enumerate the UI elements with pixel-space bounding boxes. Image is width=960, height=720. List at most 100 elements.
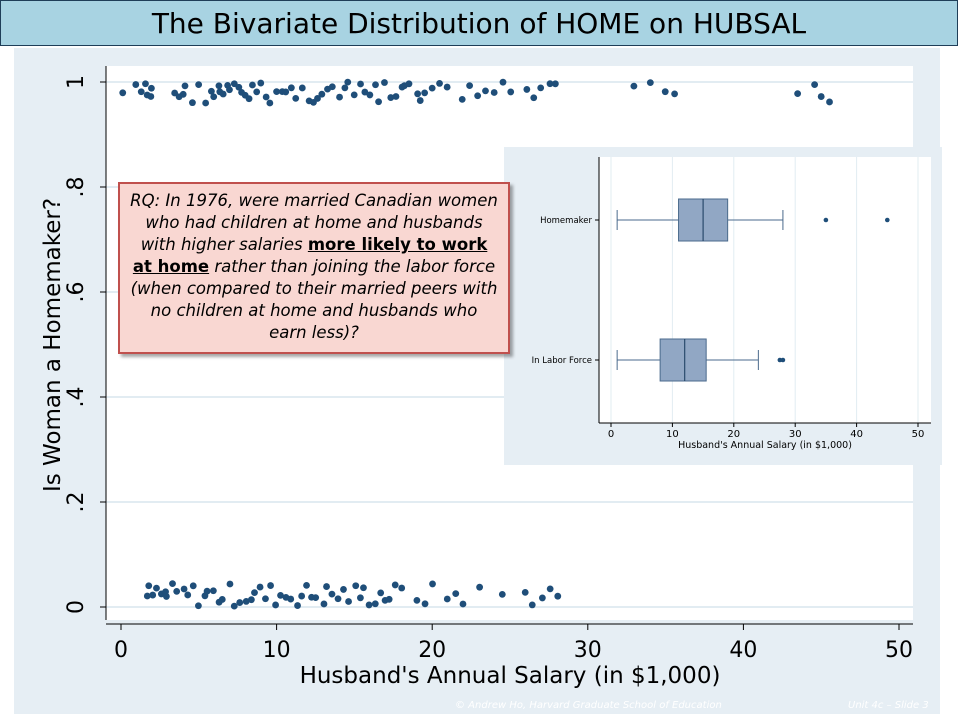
scatter-point-homemaker xyxy=(262,93,270,101)
inset-x-tick-label: 50 xyxy=(912,429,925,440)
scatter-point-labor-force xyxy=(413,596,421,604)
scatter-point-labor-force xyxy=(262,595,269,603)
scatter-point-homemaker xyxy=(202,99,210,107)
inset-category-label: Homemaker xyxy=(540,216,592,226)
scatter-point-labor-force xyxy=(163,593,170,600)
scatter-point-homemaker xyxy=(392,93,400,100)
scatter-point-homemaker xyxy=(421,89,429,97)
scatter-point-homemaker xyxy=(215,82,223,90)
scatter-point-labor-force xyxy=(538,594,546,602)
scatter-y-tick-label: .6 xyxy=(64,282,89,303)
scatter-point-homemaker xyxy=(507,88,515,96)
slide-title-bar: The Bivariate Distribution of HOME on HU… xyxy=(0,0,958,46)
scatter-point-labor-force xyxy=(528,601,536,609)
slide-title: The Bivariate Distribution of HOME on HU… xyxy=(151,6,807,40)
inset-x-tick-label: 30 xyxy=(789,429,802,440)
scatter-point-labor-force xyxy=(298,592,306,600)
scatter-point-labor-force xyxy=(476,583,484,591)
scatter-point-homemaker xyxy=(336,93,343,101)
scatter-point-homemaker xyxy=(344,78,352,86)
scatter-point-labor-force xyxy=(251,589,258,597)
scatter-point-labor-force xyxy=(145,582,153,590)
scatter-point-homemaker xyxy=(292,94,300,102)
scatter-point-homemaker xyxy=(414,90,422,98)
scatter-point-homemaker xyxy=(266,99,274,107)
scatter-point-homemaker xyxy=(661,88,669,96)
scatter-point-labor-force xyxy=(320,600,328,608)
scatter-point-homemaker xyxy=(530,94,538,102)
scatter-point-homemaker xyxy=(428,84,436,92)
inset-x-tick-label: 40 xyxy=(850,429,863,440)
scatter-point-homemaker xyxy=(546,80,554,88)
footer-slide-number: Unit 4c – Slide 3 xyxy=(848,700,929,711)
scatter-point-homemaker xyxy=(137,88,145,96)
scatter-point-labor-force xyxy=(334,595,342,603)
inset-x-tick-label: 10 xyxy=(666,429,679,440)
inset-x-tick-label: 20 xyxy=(727,429,740,440)
scatter-point-labor-force xyxy=(554,592,562,600)
scatter-point-homemaker xyxy=(811,81,819,89)
scatter-point-homemaker xyxy=(474,92,482,100)
scatter-point-labor-force xyxy=(226,580,234,588)
inset-box xyxy=(659,338,707,382)
scatter-point-homemaker xyxy=(132,81,140,88)
scatter-point-homemaker xyxy=(482,87,489,95)
inset-outlier xyxy=(823,217,829,223)
scatter-point-labor-force xyxy=(352,582,360,590)
scatter-y-tick-label: .4 xyxy=(64,387,89,408)
scatter-point-labor-force xyxy=(242,598,250,605)
scatter-y-axis-label: Is Woman a Homemaker? xyxy=(40,198,66,492)
scatter-x-tick-label: 10 xyxy=(263,638,291,663)
scatter-point-labor-force xyxy=(143,592,151,600)
scatter-point-homemaker xyxy=(207,87,215,95)
scatter-point-homemaker xyxy=(171,89,179,97)
inset-plot-area xyxy=(599,157,931,423)
scatter-point-labor-force xyxy=(459,600,467,608)
scatter-point-homemaker xyxy=(671,90,678,98)
scatter-point-homemaker xyxy=(826,98,833,106)
callout-text-after: rather than joining the labor force (whe… xyxy=(130,257,498,342)
scatter-x-axis-label: Husband's Annual Salary (in $1,000) xyxy=(300,663,721,689)
footer-credit: © Andrew Ho, Harvard Graduate School of … xyxy=(455,700,722,711)
scatter-point-homemaker xyxy=(630,82,638,90)
scatter-point-homemaker xyxy=(458,95,466,103)
scatter-point-homemaker xyxy=(219,90,227,98)
scatter-point-labor-force xyxy=(287,595,295,603)
callout-text-before: RQ: In 1976, were married Canadian women… xyxy=(130,191,498,254)
scatter-point-labor-force xyxy=(247,596,255,604)
scatter-point-homemaker xyxy=(253,88,261,96)
scatter-point-homemaker xyxy=(466,82,474,90)
scatter-point-homemaker xyxy=(366,91,374,99)
scatter-point-labor-force xyxy=(184,591,192,599)
scatter-point-labor-force xyxy=(546,585,554,593)
scatter-point-homemaker xyxy=(318,90,326,98)
scatter-point-homemaker xyxy=(257,79,265,87)
scatter-point-labor-force xyxy=(340,586,347,593)
scatter-point-homemaker xyxy=(119,89,127,97)
scatter-point-labor-force xyxy=(385,595,393,603)
scatter-point-labor-force xyxy=(169,580,176,588)
scatter-point-labor-force xyxy=(195,602,202,610)
scatter-point-homemaker xyxy=(794,90,802,98)
scatter-point-homemaker xyxy=(235,83,243,91)
scatter-point-labor-force xyxy=(360,584,367,592)
scatter-point-labor-force xyxy=(357,594,364,602)
scatter-point-homemaker xyxy=(443,83,451,91)
scatter-point-homemaker xyxy=(436,80,443,87)
scatter-point-labor-force xyxy=(209,587,217,595)
scatter-point-homemaker xyxy=(357,80,364,88)
scatter-point-labor-force xyxy=(452,590,460,598)
scatter-point-labor-force xyxy=(203,587,211,595)
scatter-point-homemaker xyxy=(189,99,196,107)
scatter-x-tick-label: 20 xyxy=(418,638,446,663)
scatter-point-labor-force xyxy=(365,601,373,609)
scatter-point-homemaker xyxy=(148,84,155,92)
scatter-point-homemaker xyxy=(537,84,545,92)
scatter-point-homemaker xyxy=(341,84,349,92)
scatter-point-labor-force xyxy=(230,602,238,610)
scatter-point-labor-force xyxy=(323,583,330,590)
scatter-point-homemaker xyxy=(375,98,382,106)
scatter-point-homemaker xyxy=(249,81,256,89)
inset-category-label: In Labor Force xyxy=(532,356,592,366)
